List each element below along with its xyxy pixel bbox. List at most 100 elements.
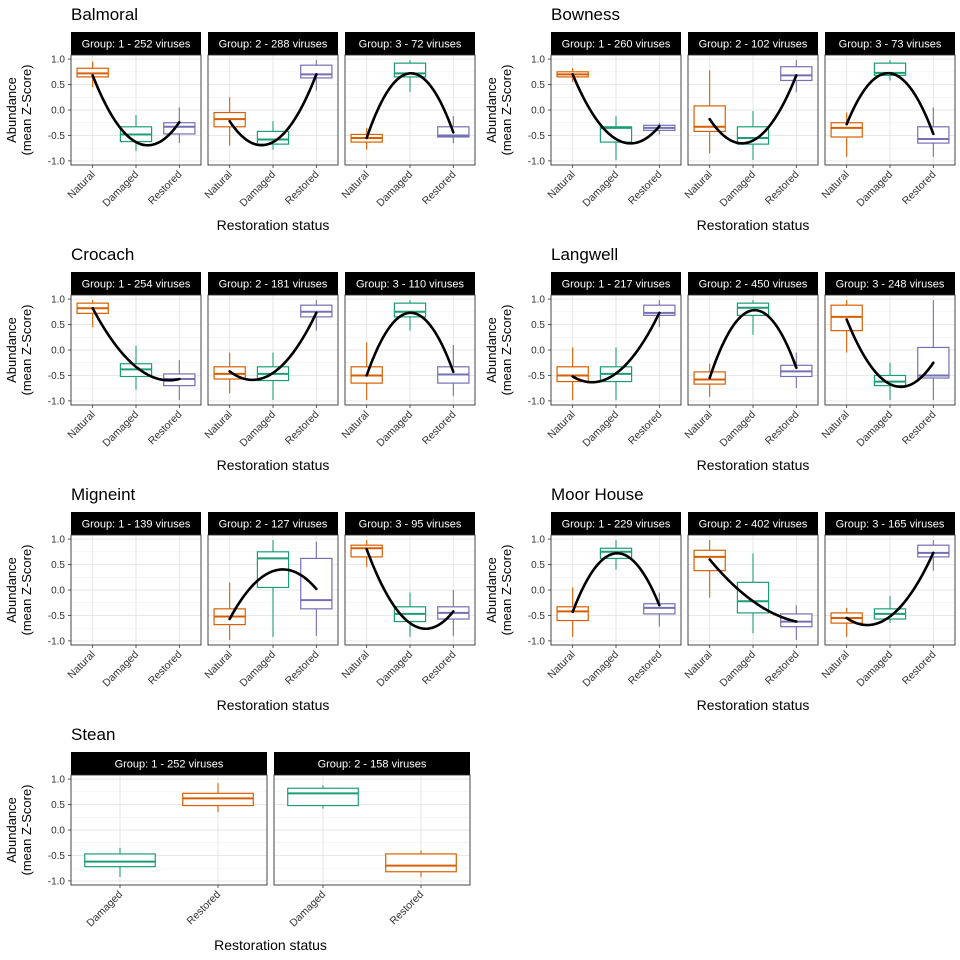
y-tick-label: 1.0 xyxy=(531,535,545,546)
box-iqr xyxy=(256,130,290,145)
facet-strip-label: Group: 1 - 254 viruses xyxy=(82,279,191,291)
facet-strip xyxy=(345,512,475,535)
facet-strip xyxy=(71,752,267,775)
x-axis-title: Restoration status xyxy=(217,697,330,713)
facet-strip xyxy=(688,32,818,55)
x-tick-label: Damaged xyxy=(237,409,278,450)
x-axis-title: Restoration status xyxy=(697,697,810,713)
y-axis-title-line1: Abundance xyxy=(484,557,499,623)
y-tick-label: -0.5 xyxy=(48,851,66,862)
facet-panel: Group: 2 - 402 viruses Natural Damaged Rest… xyxy=(682,512,819,689)
facet-strip-label: Group: 1 - 217 viruses xyxy=(562,279,671,291)
x-axis-title: Restoration status xyxy=(214,937,327,953)
y-tick-label: -0.5 xyxy=(528,611,546,622)
facet-panel: Group: 1 - 217 viruses Natural Damaged Rest… xyxy=(545,272,682,450)
y-axis-title-line1: Abundance xyxy=(4,77,19,143)
site-title: Migneint xyxy=(71,485,136,504)
y-tick-label: -1.0 xyxy=(48,156,66,167)
y-tick-label: -1.0 xyxy=(528,636,546,647)
box-damaged xyxy=(256,121,290,150)
facet-panel: Group: 1 - 260 viruses Natural Damaged Rest… xyxy=(545,32,682,210)
facet-strip xyxy=(345,272,475,295)
box-iqr xyxy=(599,126,633,143)
facet-panel: Group: 3 - 110 viruses Natural Damaged Rest… xyxy=(339,272,476,450)
trend-curve xyxy=(91,306,181,382)
x-tick-label: Restored xyxy=(283,649,322,688)
facet-strip-label: Group: 1 - 252 viruses xyxy=(82,39,191,51)
y-tick-label: 1.0 xyxy=(51,535,65,546)
box-natural xyxy=(213,97,246,146)
y-axis-title-line1: Abundance xyxy=(4,797,19,863)
box-restored xyxy=(437,344,470,396)
trend-curve xyxy=(228,568,318,621)
x-tick-label: Damaged xyxy=(100,649,141,690)
trend-curve xyxy=(228,311,318,382)
trend-curve xyxy=(845,551,935,627)
facet-panel: Group: 2 - 158 viruses Damaged Restored xyxy=(273,752,471,929)
x-axis-title: Restoration status xyxy=(217,217,330,233)
y-tick-label: 0.5 xyxy=(531,320,545,331)
facet-panel: Group: 1 - 252 viruses Natural Damaged Rest… xyxy=(65,32,202,209)
y-tick-label: 0.0 xyxy=(51,346,65,357)
trend-curve xyxy=(708,308,798,380)
x-tick-label: Damaged xyxy=(374,409,415,450)
box-iqr xyxy=(556,366,589,383)
x-tick-label: Natural xyxy=(682,409,714,441)
facet-strip-label: Group: 2 - 158 viruses xyxy=(318,759,427,771)
x-tick-label: Natural xyxy=(545,409,577,441)
facet-strip xyxy=(274,752,470,775)
x-tick-label: Restored xyxy=(763,169,802,208)
x-tick-label: Restored xyxy=(626,169,665,208)
facet-panel: Group: 3 - 248 viruses Natural Damaged Rest… xyxy=(819,272,956,449)
x-tick-label: Restored xyxy=(146,169,185,208)
site-title: Balmoral xyxy=(71,5,138,24)
facet-panel: Group: 3 - 72 viruses Natural Damaged Resto… xyxy=(339,32,476,209)
facet-strip-label: Group: 1 - 252 viruses xyxy=(115,759,224,771)
y-tick-label: -0.5 xyxy=(48,131,66,142)
site-moor-house: Moor House Abundance(mean Z-Score) -1.0 -0.… xyxy=(484,485,956,713)
site-balmoral: Balmoral Abundance(mean Z-Score) -1.0 -0.5 0… xyxy=(4,5,476,233)
y-axis-title: Abundance(mean Z-Score) xyxy=(484,544,514,635)
box-iqr xyxy=(287,787,359,807)
x-tick-label: Restored xyxy=(283,409,322,448)
y-tick-label: 0.0 xyxy=(51,106,65,117)
facet-strip-label: Group: 3 - 95 viruses xyxy=(359,519,462,531)
box-iqr xyxy=(182,792,254,807)
facet-strip xyxy=(208,512,338,535)
facet-strip-label: Group: 1 - 139 viruses xyxy=(82,519,191,531)
panel-border xyxy=(70,774,268,886)
x-tick-label: Restored xyxy=(763,409,802,448)
x-tick-label: Natural xyxy=(545,169,577,201)
facet-strip-label: Group: 1 - 229 viruses xyxy=(562,519,671,531)
box-damaged xyxy=(599,116,633,160)
x-tick-label: Natural xyxy=(339,169,371,201)
trend-curve xyxy=(708,74,798,145)
x-tick-label: Damaged xyxy=(580,409,621,450)
facet-panel: Group: 3 - 73 viruses Natural Damaged Resto… xyxy=(819,32,956,209)
facet-strip xyxy=(71,272,201,295)
x-tick-label: Damaged xyxy=(717,169,758,210)
box-damaged xyxy=(84,847,156,877)
x-tick-label: Damaged xyxy=(580,169,621,210)
x-tick-label: Natural xyxy=(819,649,851,681)
facet-panel: Group: 2 - 102 viruses Natural Damaged Rest… xyxy=(682,32,819,210)
x-axis-title: Restoration status xyxy=(217,457,330,473)
facet-panel: Group: 1 - 229 viruses Natural Damaged Rest… xyxy=(545,512,682,689)
x-tick-label: Restored xyxy=(626,649,665,688)
box-restored xyxy=(780,352,813,389)
x-tick-label: Natural xyxy=(202,409,234,441)
x-tick-label: Natural xyxy=(65,409,97,441)
box-iqr xyxy=(917,544,950,558)
trend-curve xyxy=(708,558,798,623)
facet-strip xyxy=(688,272,818,295)
y-tick-label: -0.5 xyxy=(528,371,546,382)
y-axis-title: Abundance(mean Z-Score) xyxy=(484,64,514,155)
box-damaged xyxy=(873,362,907,400)
facet-strip xyxy=(208,272,338,295)
x-tick-label: Natural xyxy=(339,409,371,441)
x-tick-label: Natural xyxy=(202,649,234,681)
facet-panel: Group: 3 - 165 viruses Natural Damaged Rest… xyxy=(819,512,956,689)
box-natural xyxy=(556,587,589,637)
y-tick-label: 0.5 xyxy=(531,560,545,571)
box-iqr xyxy=(393,62,427,78)
